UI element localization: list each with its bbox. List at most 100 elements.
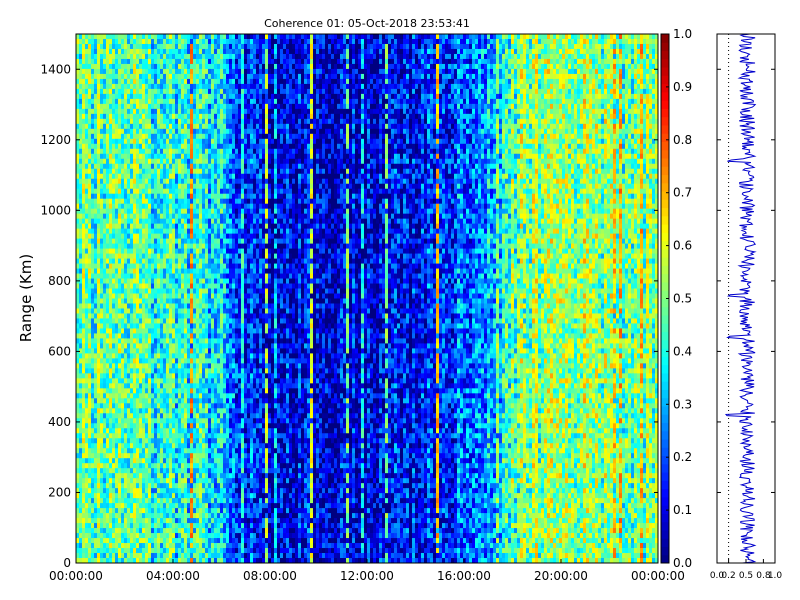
heatmap-cell [181, 218, 185, 225]
heatmap-cell [184, 263, 188, 269]
heatmap-cell [88, 203, 92, 210]
heatmap-cell [190, 238, 194, 244]
heatmap-cell [208, 158, 212, 165]
heatmap-cell [190, 373, 194, 379]
heatmap-cell [202, 43, 206, 50]
heatmap-cell [208, 108, 212, 115]
heatmap-cell [127, 458, 131, 464]
heatmap-cell [157, 153, 161, 160]
heatmap-cell [100, 48, 104, 55]
heatmap-cell [214, 163, 218, 170]
heatmap-cell [187, 438, 191, 444]
heatmap-cell [211, 53, 215, 60]
heatmap-cell [187, 78, 191, 85]
heatmap-cell [139, 363, 143, 369]
heatmap-cell [151, 458, 155, 464]
heatmap-cell [76, 453, 80, 459]
heatmap-cell [82, 558, 86, 564]
heatmap-cell [79, 198, 83, 205]
heatmap-cell [157, 523, 161, 529]
heatmap-cell [97, 428, 101, 434]
heatmap-cell [130, 288, 134, 294]
heatmap-cell [142, 503, 146, 509]
heatmap-cell [106, 478, 110, 484]
heatmap-cell [85, 433, 89, 439]
heatmap-cell [103, 34, 107, 40]
heatmap-cell [136, 543, 140, 549]
heatmap-cell [130, 248, 134, 254]
heatmap-cell [178, 123, 182, 130]
heatmap-cell [97, 358, 101, 364]
heatmap-cell [160, 403, 164, 409]
heatmap-cell [97, 58, 101, 65]
heatmap-cell [100, 78, 104, 85]
heatmap-cell [106, 233, 110, 240]
heatmap-cell [133, 263, 137, 269]
heatmap-cell [154, 373, 158, 379]
heatmap-cell [166, 493, 170, 499]
heatmap-cell [88, 243, 92, 249]
heatmap-cell [154, 43, 158, 50]
heatmap-cell [103, 448, 107, 454]
heatmap-cell [118, 298, 122, 304]
heatmap-cell [97, 373, 101, 379]
heatmap-cell [82, 93, 86, 100]
heatmap-cell [181, 153, 185, 160]
heatmap-cell [214, 173, 218, 180]
heatmap-cell [184, 258, 188, 264]
heatmap-cell [199, 188, 203, 195]
heatmap-cell [112, 368, 116, 374]
heatmap-cell [172, 53, 176, 60]
heatmap-cell [100, 34, 104, 40]
heatmap-cell [124, 353, 128, 359]
heatmap-cell [139, 328, 143, 334]
heatmap-cell [166, 373, 170, 379]
heatmap-cell [88, 43, 92, 50]
heatmap-cell [130, 423, 134, 429]
heatmap-cell [175, 498, 179, 504]
heatmap-cell [193, 273, 197, 279]
heatmap-cell [169, 373, 173, 379]
heatmap-cell [181, 403, 185, 409]
heatmap-cell [100, 253, 104, 259]
heatmap-cell [106, 513, 110, 519]
heatmap-cell [79, 323, 83, 329]
heatmap-cell [91, 518, 95, 524]
heatmap-cell [148, 293, 152, 299]
heatmap-cell [103, 263, 107, 269]
heatmap-cell [178, 553, 182, 559]
heatmap-cell [79, 183, 83, 190]
heatmap-cell [91, 83, 95, 90]
heatmap-cell [106, 318, 110, 324]
heatmap-cell [85, 188, 89, 195]
heatmap-cell [160, 298, 164, 304]
heatmap-cell [184, 523, 188, 529]
heatmap-cell [94, 188, 98, 195]
heatmap-cell [85, 63, 89, 70]
heatmap-cell [124, 128, 128, 135]
heatmap-cell [142, 113, 146, 120]
heatmap-cell [133, 548, 137, 554]
heatmap-cell [106, 143, 110, 150]
heatmap-cell [91, 348, 95, 354]
heatmap-cell [199, 498, 203, 504]
heatmap-cell [94, 358, 98, 364]
heatmap-cell [103, 493, 107, 499]
heatmap-cell [184, 383, 188, 389]
heatmap-cell [79, 108, 83, 115]
heatmap-cell [127, 34, 131, 40]
heatmap-cell [79, 543, 83, 549]
heatmap-cell [115, 183, 119, 190]
heatmap-cell [145, 368, 149, 374]
heatmap-cell [148, 93, 152, 100]
heatmap-cell [82, 268, 86, 274]
heatmap-cell [91, 478, 95, 484]
heatmap-cell [121, 468, 125, 474]
heatmap-cell [106, 323, 110, 329]
heatmap-cell [103, 453, 107, 459]
heatmap-cell [97, 53, 101, 60]
heatmap-cell [148, 473, 152, 479]
heatmap-cell [214, 273, 218, 279]
heatmap-cell [163, 293, 167, 299]
heatmap-cell [151, 353, 155, 359]
